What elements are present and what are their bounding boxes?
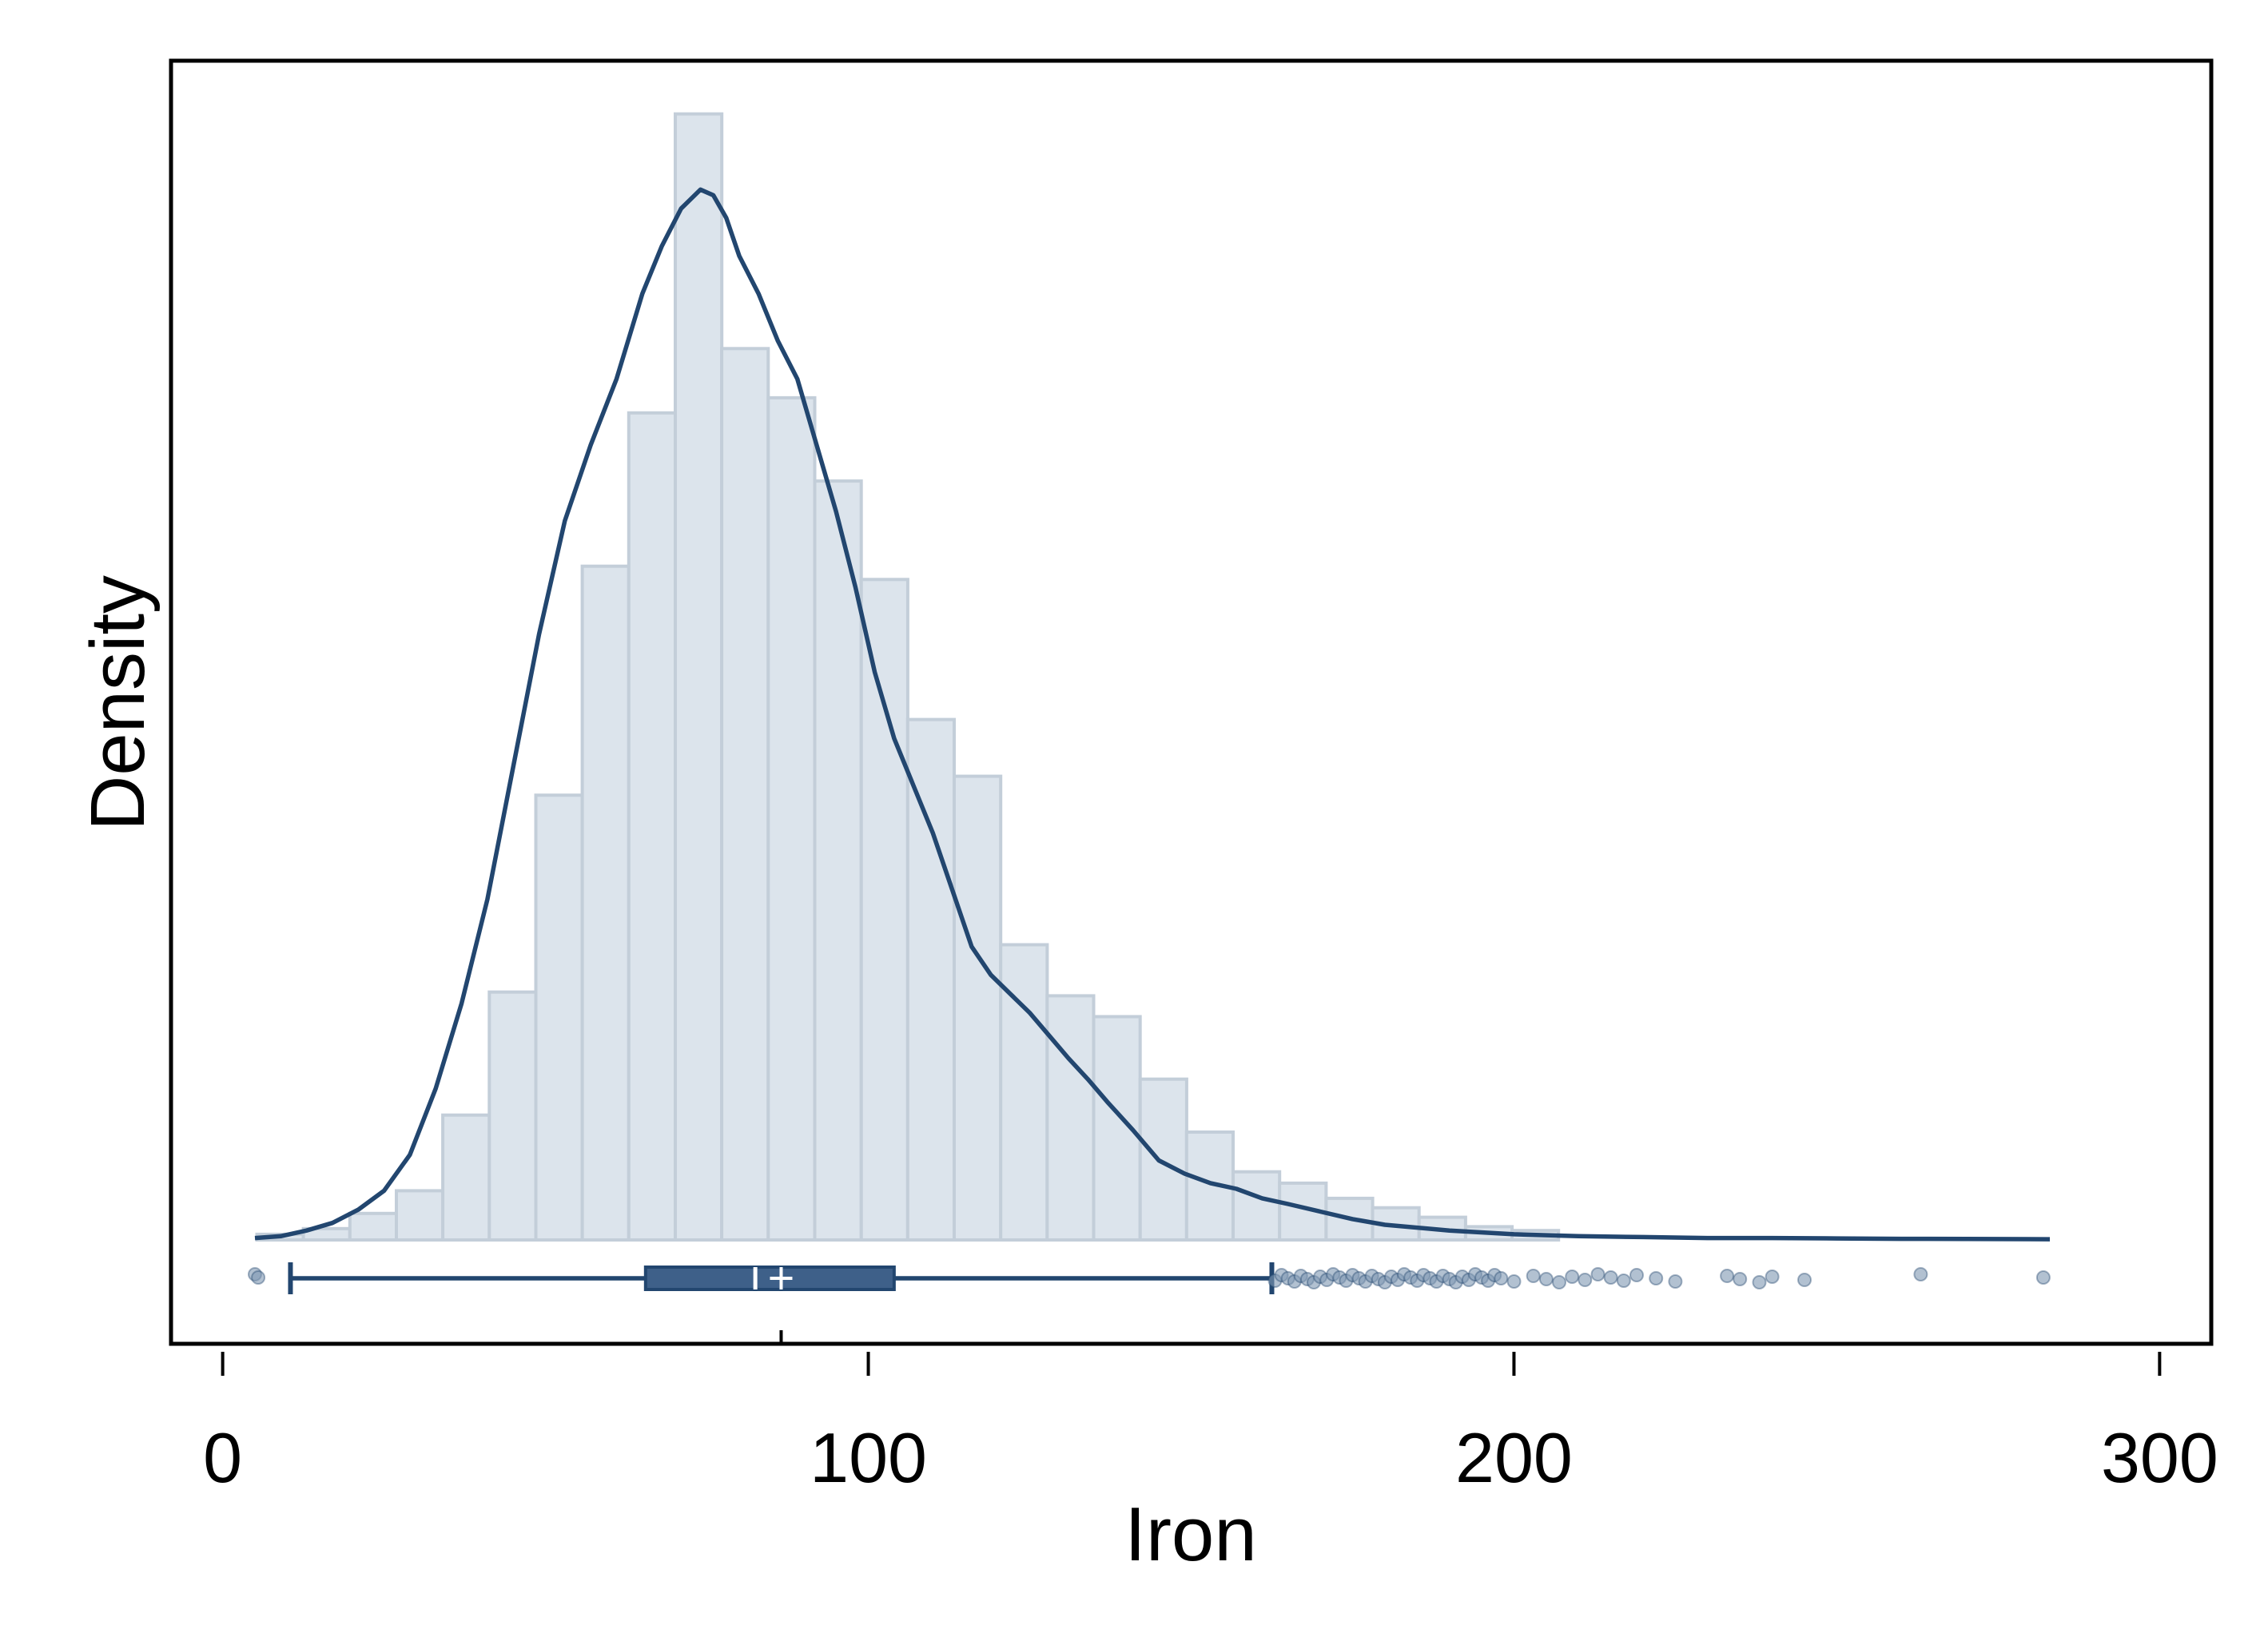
outlier-point-56 (2035, 1270, 2051, 1285)
outlier-point-40 (1538, 1272, 1554, 1286)
histogram-bar-11 (766, 395, 817, 1242)
histogram-bar-7 (580, 564, 631, 1242)
outlier-point-41 (1552, 1275, 1566, 1289)
histogram-bar-10 (720, 347, 770, 1242)
outlier-point-53 (1765, 1270, 1780, 1284)
y-axis-label: Density (75, 575, 161, 831)
outlier-point-1 (251, 1270, 266, 1285)
histogram-bar-14 (905, 717, 957, 1242)
histogram-bar-4 (441, 1113, 491, 1242)
outlier-point-37 (1494, 1271, 1509, 1285)
plot-frame (169, 58, 2214, 1346)
x-tick-label-0: 0 (203, 1418, 242, 1497)
histogram-bar-3 (395, 1189, 445, 1242)
histogram-bars (255, 112, 1561, 1242)
x-tick-label-1: 100 (810, 1418, 927, 1497)
outlier-point-38 (1506, 1274, 1522, 1289)
outlier-point-45 (1603, 1270, 1618, 1285)
outlier-point-55 (1913, 1267, 1928, 1281)
outlier-point-51 (1733, 1272, 1748, 1286)
boxplot (248, 1262, 2051, 1344)
outlier-point-44 (1590, 1267, 1606, 1281)
histogram-bar-19 (1138, 1077, 1188, 1242)
boxplot-box (643, 1266, 896, 1291)
x-axis-label: Iron (1124, 1492, 1256, 1577)
histogram-bar-17 (1045, 994, 1096, 1242)
outlier-point-49 (1668, 1274, 1683, 1289)
outlier-point-39 (1526, 1269, 1541, 1283)
x-tick-label-2: 200 (1455, 1418, 1573, 1497)
histogram-bar-15 (953, 774, 1003, 1242)
x-tick-label-3: 300 (2101, 1418, 2218, 1497)
histogram-bar-12 (813, 479, 863, 1242)
histogram-bar-9 (674, 112, 724, 1242)
outlier-point-54 (1797, 1273, 1812, 1287)
x-axis-ticks: 0 100 200 300 (203, 1352, 2218, 1497)
density-curve (254, 187, 2051, 1242)
histogram-bar-2 (348, 1211, 398, 1242)
outlier-point-42 (1565, 1270, 1580, 1284)
histogram-bar-6 (534, 793, 584, 1242)
histogram-bar-5 (487, 990, 538, 1242)
outlier-point-43 (1578, 1273, 1593, 1287)
histogram-bar-8 (627, 411, 677, 1242)
outlier-point-47 (1629, 1268, 1644, 1282)
outlier-point-48 (1649, 1271, 1664, 1285)
outlier-point-46 (1616, 1274, 1631, 1288)
outlier-point-50 (1720, 1269, 1735, 1283)
histogram-bar-21 (1231, 1170, 1282, 1242)
outlier-point-52 (1752, 1275, 1767, 1289)
histogram-bar-13 (859, 578, 909, 1242)
